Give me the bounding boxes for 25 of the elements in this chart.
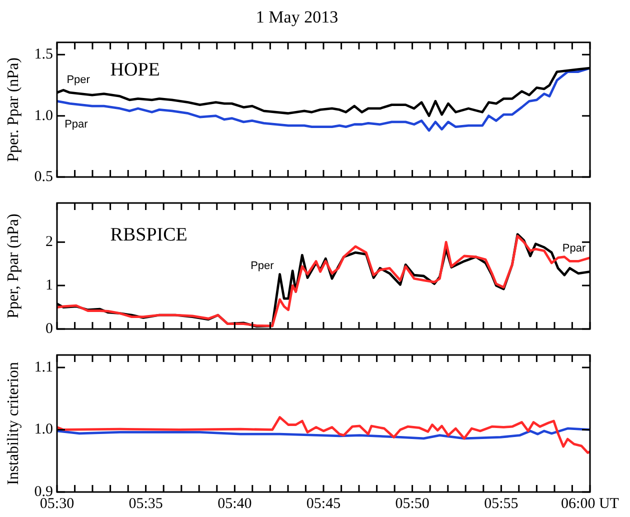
chart-title: 1 May 2013	[256, 8, 338, 27]
annotation: Ppar	[562, 242, 586, 254]
y-tick-label: 2	[46, 234, 53, 250]
x-tick-label: 05:40	[218, 496, 252, 512]
x-tick-label: 05:30	[40, 496, 74, 512]
annotation: Pper	[66, 74, 90, 86]
y-axis-title: Pper. Ppar (nPa)	[4, 57, 22, 162]
x-tick-label: 05:55	[484, 496, 518, 512]
y-axis-title: Instability criterion	[4, 362, 22, 486]
x-tick-label: 05:50	[395, 496, 430, 512]
x-tick-label: 05:45	[306, 496, 341, 512]
x-tick-label: 05:35	[128, 496, 163, 512]
y-tick-label: 1.5	[34, 46, 53, 63]
y-tick-label: 0	[46, 320, 53, 337]
annotation: RBSPICE	[110, 224, 188, 246]
annotation: Pper	[250, 260, 274, 272]
y-tick-label: 1.0	[34, 422, 53, 438]
x-tick-label: 06:00 UT	[561, 496, 619, 512]
y-axis-title: Pper, Ppar (nPa)	[4, 214, 22, 318]
y-tick-label: 1	[46, 277, 53, 294]
annotation: Ppar	[64, 118, 88, 131]
y-tick-label: 0.5	[34, 168, 53, 185]
y-tick-label: 1.1	[34, 359, 53, 376]
y-tick-label: 1.0	[34, 108, 53, 124]
annotation: HOPE	[110, 60, 160, 81]
